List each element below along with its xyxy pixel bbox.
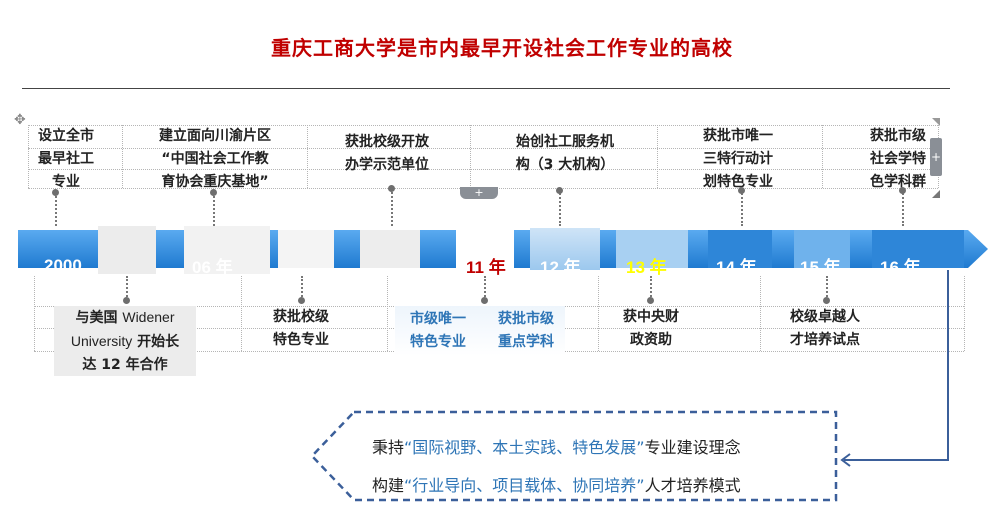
bottom-event-city-unique: 市级唯一 特色专业	[410, 311, 466, 350]
resize-handle-icon[interactable]	[932, 190, 940, 198]
page-title: 重庆工商大学是市内最早开设社会工作专业的高校	[271, 36, 733, 60]
timeline-arrow	[18, 226, 988, 274]
top-event-06: 建立面向川渝片区 “中国社会工作教 育协会重庆基地”	[159, 128, 271, 190]
corner-marker-icon	[932, 118, 940, 126]
bottom-event-school-feature: 获批校级 特色专业	[273, 309, 329, 348]
motto-line-1: 秉持“国际视野、本土实践、特色发展”专业建设理念	[372, 438, 741, 457]
add-column-button[interactable]: +	[930, 138, 942, 176]
year-13: 13 年	[626, 258, 667, 277]
top-event-14: 获批市唯一 三特行动计 划特色专业	[703, 128, 773, 190]
bottom-event-excellence: 校级卓越人 才培养试点	[790, 309, 860, 348]
bottom-event-central-fund: 获中央财 政资助	[623, 309, 679, 348]
top-event-16: 获批市级 社会学特 色学科群	[870, 128, 926, 190]
year-12: 12 年	[540, 258, 581, 277]
top-event-12: 始创社工服务机 构（3 大机构）	[515, 134, 615, 173]
year-06: 06 年	[192, 258, 233, 277]
top-event-2000: 设立全市 最早社工 专业	[38, 128, 94, 190]
year-11: 11 年	[466, 258, 506, 277]
motto-line-2: 构建“行业导向、项目载体、协同培养”人才培养模式	[372, 476, 741, 495]
top-event-open-school: 获批校级开放 办学示范单位	[345, 134, 429, 173]
title-divider	[22, 88, 950, 89]
year-15: 15 年	[800, 258, 841, 277]
bottom-event-blue-panel	[395, 306, 565, 356]
year-14: 14 年	[716, 258, 757, 277]
bottom-event-key-discipline: 获批市级 重点学科	[498, 311, 554, 350]
add-row-button[interactable]: +	[460, 187, 498, 199]
bottom-event-widener: 与美国 Widener University 开始长 达 12 年合作	[70, 309, 180, 373]
move-handle-icon[interactable]: ✥	[14, 112, 26, 128]
bottom-event-widener-box	[54, 306, 196, 376]
year-16: 16 年 …	[880, 258, 943, 277]
year-2000: 2000	[44, 256, 82, 275]
